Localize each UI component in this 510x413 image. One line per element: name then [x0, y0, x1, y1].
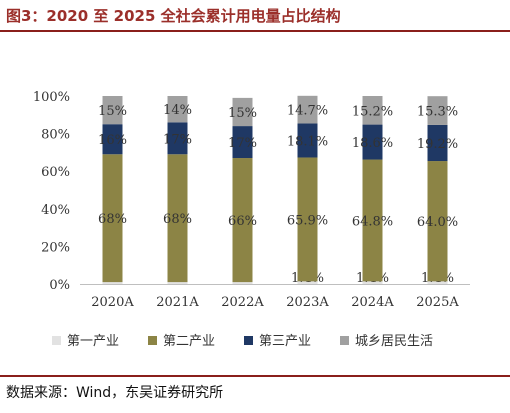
bar-segment-4	[427, 96, 448, 125]
bar-segment-3	[362, 124, 383, 160]
data-label: 17%	[163, 132, 192, 147]
bar-segment-3	[427, 124, 448, 162]
bar-segment-2	[297, 157, 318, 282]
data-label: 68%	[98, 212, 127, 227]
legend-label: 第一产业	[67, 334, 119, 349]
source-note: 数据来源：Wind，东吴证券研究所	[6, 385, 224, 401]
bar-segment-3	[232, 126, 253, 159]
legend-label: 第二产业	[163, 334, 215, 349]
bar-segment-1	[427, 281, 448, 284]
data-label: 15.3%	[417, 105, 458, 120]
bar-segment-3	[167, 122, 188, 155]
bar-segment-3	[102, 124, 123, 155]
bar-segment-1	[297, 281, 318, 284]
data-label: 15%	[98, 104, 127, 119]
bar-segment-2	[362, 159, 383, 282]
data-label: 64.8%	[352, 214, 393, 229]
data-label: 18.6%	[352, 136, 393, 151]
bar-segment-3	[297, 123, 318, 158]
x-tick-label: 2020A	[91, 295, 134, 310]
bar-segment-4	[362, 96, 383, 125]
legend-label: 城乡居民生活	[355, 334, 433, 349]
y-tick-label: 60%	[41, 165, 70, 180]
legend-swatch	[244, 336, 253, 345]
bar-segment-2	[427, 161, 448, 282]
bar-segment-4	[232, 97, 253, 127]
data-label: 14.7%	[287, 104, 328, 119]
data-label: 66%	[228, 214, 257, 229]
bar-segment-2	[167, 154, 188, 283]
data-label: 15.2%	[352, 104, 393, 119]
legend-label: 第三产业	[259, 334, 311, 349]
data-label: 17%	[228, 136, 257, 151]
y-tick-label: 20%	[41, 240, 70, 255]
source-divider	[0, 375, 510, 377]
chart-title: 图3：2020 至 2025 全社会累计用电量占比结构	[6, 7, 341, 25]
bar-segment-4	[167, 96, 188, 123]
legend-swatch	[52, 336, 61, 345]
x-tick-label: 2025A	[416, 295, 459, 310]
title-divider	[0, 30, 510, 32]
data-label: 19.2%	[417, 137, 458, 152]
x-tick-label: 2021A	[156, 295, 199, 310]
data-label: 18.1%	[287, 134, 328, 149]
x-tick-label: 2024A	[351, 295, 394, 310]
bar-segment-4	[102, 96, 123, 125]
y-tick-label: 0%	[49, 278, 70, 293]
data-label: 64.0%	[417, 215, 458, 230]
bar-segment-4	[297, 95, 318, 124]
y-tick-label: 80%	[41, 128, 70, 143]
bar-segment-2	[232, 158, 253, 283]
x-tick-label: 2023A	[286, 295, 329, 310]
bar-segment-1	[232, 282, 253, 284]
y-tick-label: 40%	[41, 203, 70, 218]
bar-segment-1	[362, 281, 383, 284]
x-tick-label: 2022A	[221, 295, 264, 310]
stacked-bar-chart: 0%20%40%60%80%100%1%68%16%15%2020A1%68%1…	[33, 90, 470, 349]
bar-segment-1	[167, 282, 188, 284]
data-label: 65.9%	[287, 213, 328, 228]
y-tick-label: 100%	[33, 90, 70, 105]
bar-segment-2	[102, 154, 123, 283]
data-label: 68%	[163, 212, 192, 227]
data-label: 14%	[163, 103, 192, 118]
data-label: 16%	[98, 133, 127, 148]
legend-swatch	[340, 336, 349, 345]
bar-segment-1	[102, 282, 123, 284]
legend-swatch	[148, 336, 157, 345]
data-label: 15%	[228, 106, 257, 121]
